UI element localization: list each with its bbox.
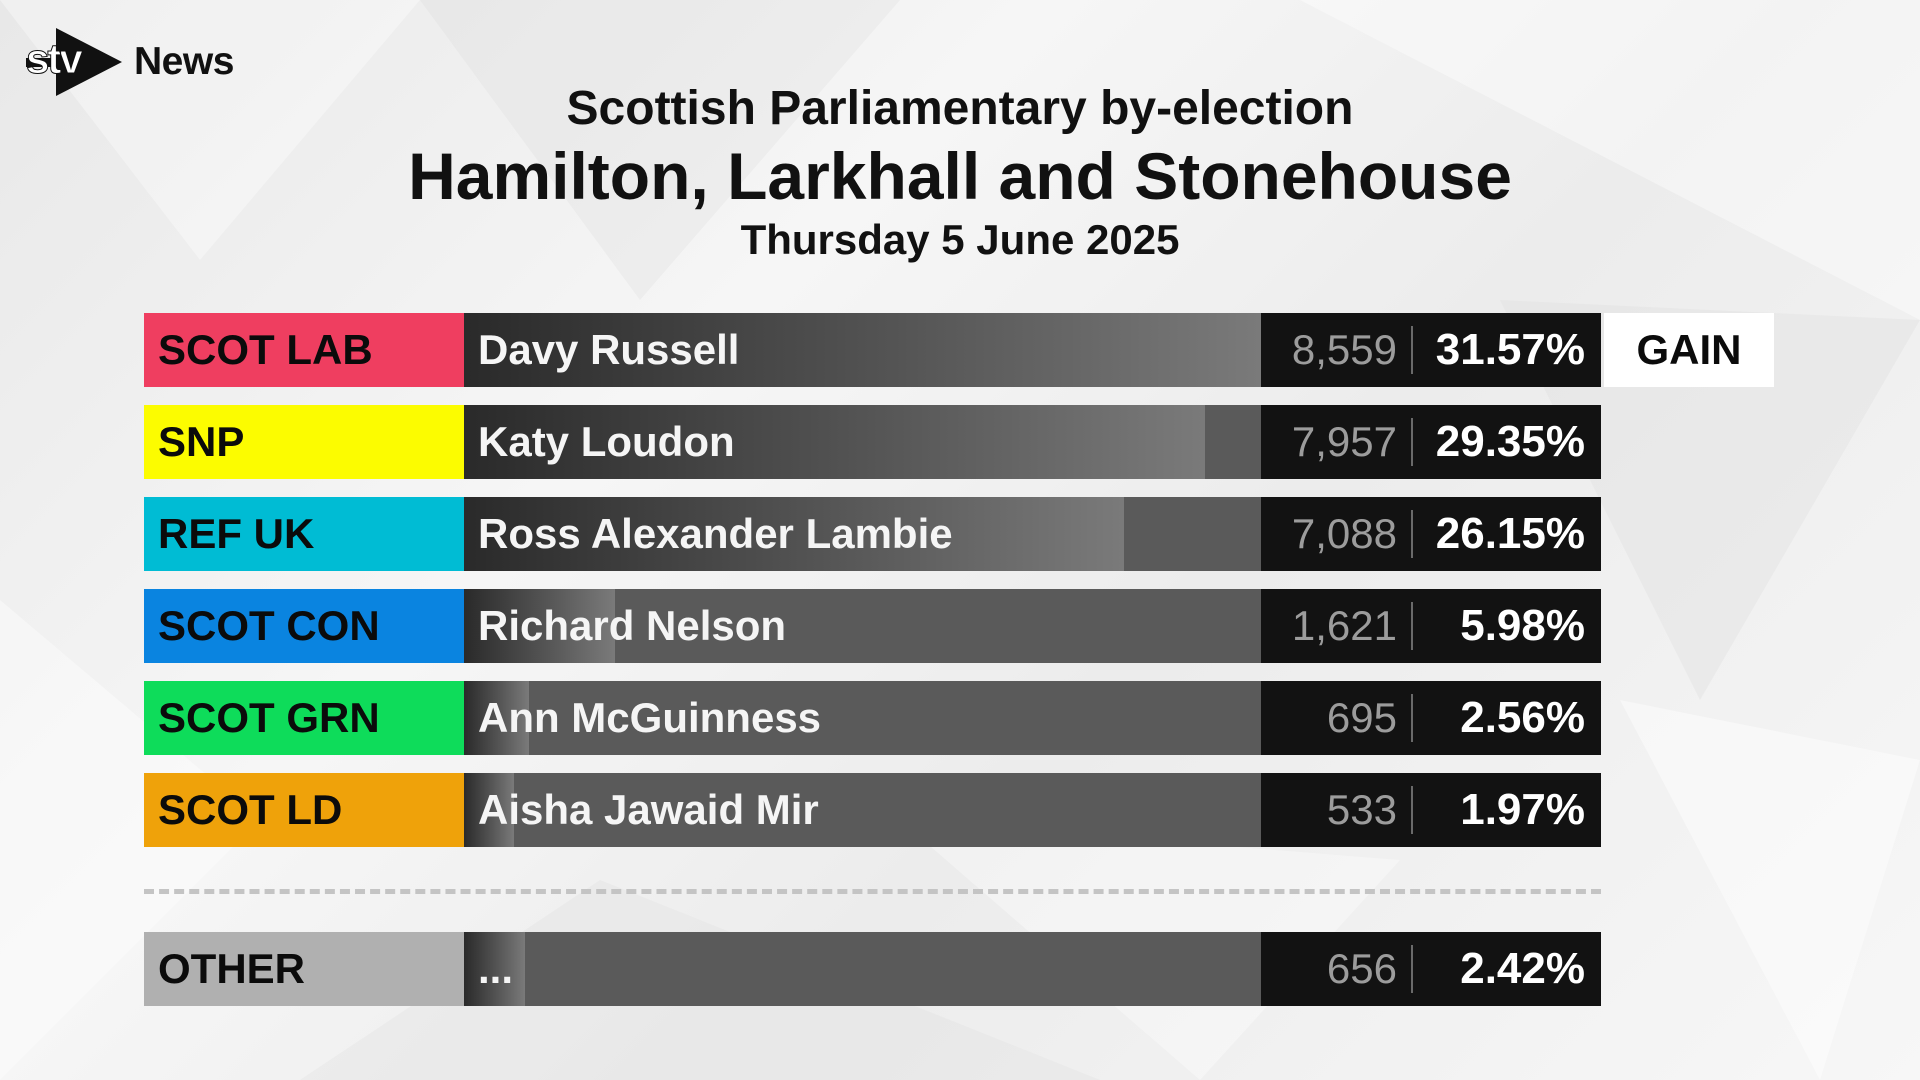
- party-label: SCOT GRN: [144, 681, 464, 755]
- result-values: 695 2.56%: [1261, 681, 1601, 755]
- party-label: SCOT LAB: [144, 313, 464, 387]
- value-separator: [1411, 602, 1413, 650]
- party-name: SCOT LD: [158, 786, 343, 833]
- result-values: 533 1.97%: [1261, 773, 1601, 847]
- party-label: OTHER: [144, 932, 464, 1006]
- vote-share-bar: [464, 681, 529, 755]
- result-values: 8,559 31.57%: [1261, 313, 1601, 387]
- logo-news-label: News: [134, 40, 234, 83]
- logo-wordmark: stv: [26, 35, 84, 82]
- candidate-bar: Ross Alexander Lambie 7,088 26.15%: [464, 497, 1601, 571]
- party-name: OTHER: [158, 945, 305, 992]
- vote-percentage: 29.35%: [1435, 417, 1585, 466]
- party-name: SCOT LAB: [158, 326, 373, 373]
- vote-percentage: 1.97%: [1460, 785, 1585, 834]
- candidate-bar: Davy Russell 8,559 31.57%: [464, 313, 1601, 387]
- vote-share-bar: [464, 313, 1261, 387]
- party-label: REF UK: [144, 497, 464, 571]
- stv-logo: stv: [26, 24, 126, 100]
- vote-share-bar: [464, 589, 615, 663]
- value-separator: [1411, 418, 1413, 466]
- candidate-name: ...: [478, 945, 514, 992]
- candidate-bar: ... 656 2.42%: [464, 932, 1601, 1006]
- candidate-name: Ann McGuinness: [478, 694, 822, 741]
- vote-percentage: 31.57%: [1435, 325, 1585, 374]
- vote-percentage: 2.56%: [1460, 693, 1585, 742]
- value-separator: [1411, 510, 1413, 558]
- value-separator: [1411, 786, 1413, 834]
- result-row: SCOT LD Aisha Jawaid Mir 533 1.97%: [144, 773, 1601, 847]
- stv-news-logo: stv News: [26, 24, 234, 100]
- gain-badge: GAIN: [1604, 313, 1774, 387]
- page-title: Hamilton, Larkhall and Stonehouse: [408, 139, 1512, 213]
- party-name: SCOT GRN: [158, 694, 380, 741]
- result-values: 1,621 5.98%: [1261, 589, 1601, 663]
- candidate-name: Katy Loudon: [478, 418, 735, 465]
- vote-percentage: 2.42%: [1460, 944, 1585, 993]
- vote-count: 7,957: [1291, 418, 1397, 465]
- candidate-name: Richard Nelson: [478, 602, 787, 649]
- candidate-name: Davy Russell: [478, 326, 740, 373]
- vote-count: 8,559: [1291, 326, 1397, 373]
- result-row: SCOT LAB Davy Russell 8,559 31.57%: [144, 313, 1601, 387]
- party-label: SCOT CON: [144, 589, 464, 663]
- others-divider: [144, 889, 1601, 894]
- candidate-bar: Aisha Jawaid Mir 533 1.97%: [464, 773, 1601, 847]
- header: Scottish Parliamentary by-election Hamil…: [0, 80, 1920, 266]
- vote-share-bar: [464, 497, 1124, 571]
- page-supertitle: Scottish Parliamentary by-election: [566, 82, 1354, 135]
- candidate-name: Aisha Jawaid Mir: [478, 786, 819, 833]
- vote-count: 695: [1326, 694, 1397, 741]
- vote-share-bar: [464, 405, 1205, 479]
- value-separator: [1411, 694, 1413, 742]
- party-name: SNP: [158, 418, 245, 465]
- result-row: SNP Katy Loudon 7,957 29.35%: [144, 405, 1601, 479]
- candidate-bar: Katy Loudon 7,957 29.35%: [464, 405, 1601, 479]
- vote-count: 1,621: [1291, 602, 1397, 649]
- result-row: REF UK Ross Alexander Lambie 7,088 26.15%: [144, 497, 1601, 571]
- value-separator: [1411, 945, 1413, 993]
- vote-count: 7,088: [1291, 510, 1397, 557]
- vote-count: 533: [1326, 786, 1397, 833]
- result-values: 7,957 29.35%: [1261, 405, 1601, 479]
- page-date: Thursday 5 June 2025: [740, 216, 1180, 263]
- candidate-bar: Richard Nelson 1,621 5.98%: [464, 589, 1601, 663]
- party-label: SNP: [144, 405, 464, 479]
- party-name: SCOT CON: [158, 602, 380, 649]
- result-values: 656 2.42%: [1261, 932, 1601, 1006]
- vote-share-bar: [464, 932, 525, 1006]
- party-name: REF UK: [158, 510, 315, 557]
- vote-count: 656: [1326, 945, 1397, 992]
- candidate-bar: Ann McGuinness 695 2.56%: [464, 681, 1601, 755]
- vote-percentage: 5.98%: [1460, 601, 1585, 650]
- value-separator: [1411, 326, 1413, 374]
- vote-share-bar: [464, 773, 514, 847]
- result-values: 7,088 26.15%: [1261, 497, 1601, 571]
- party-label: SCOT LD: [144, 773, 464, 847]
- result-row: OTHER... 656 2.42%: [144, 932, 1601, 1006]
- result-row: SCOT GRN Ann McGuinness 695 2.56%: [144, 681, 1601, 755]
- result-row: SCOT CON Richard Nelson 1,621 5.98%: [144, 589, 1601, 663]
- candidate-name: Ross Alexander Lambie: [478, 510, 953, 557]
- vote-percentage: 26.15%: [1435, 509, 1585, 558]
